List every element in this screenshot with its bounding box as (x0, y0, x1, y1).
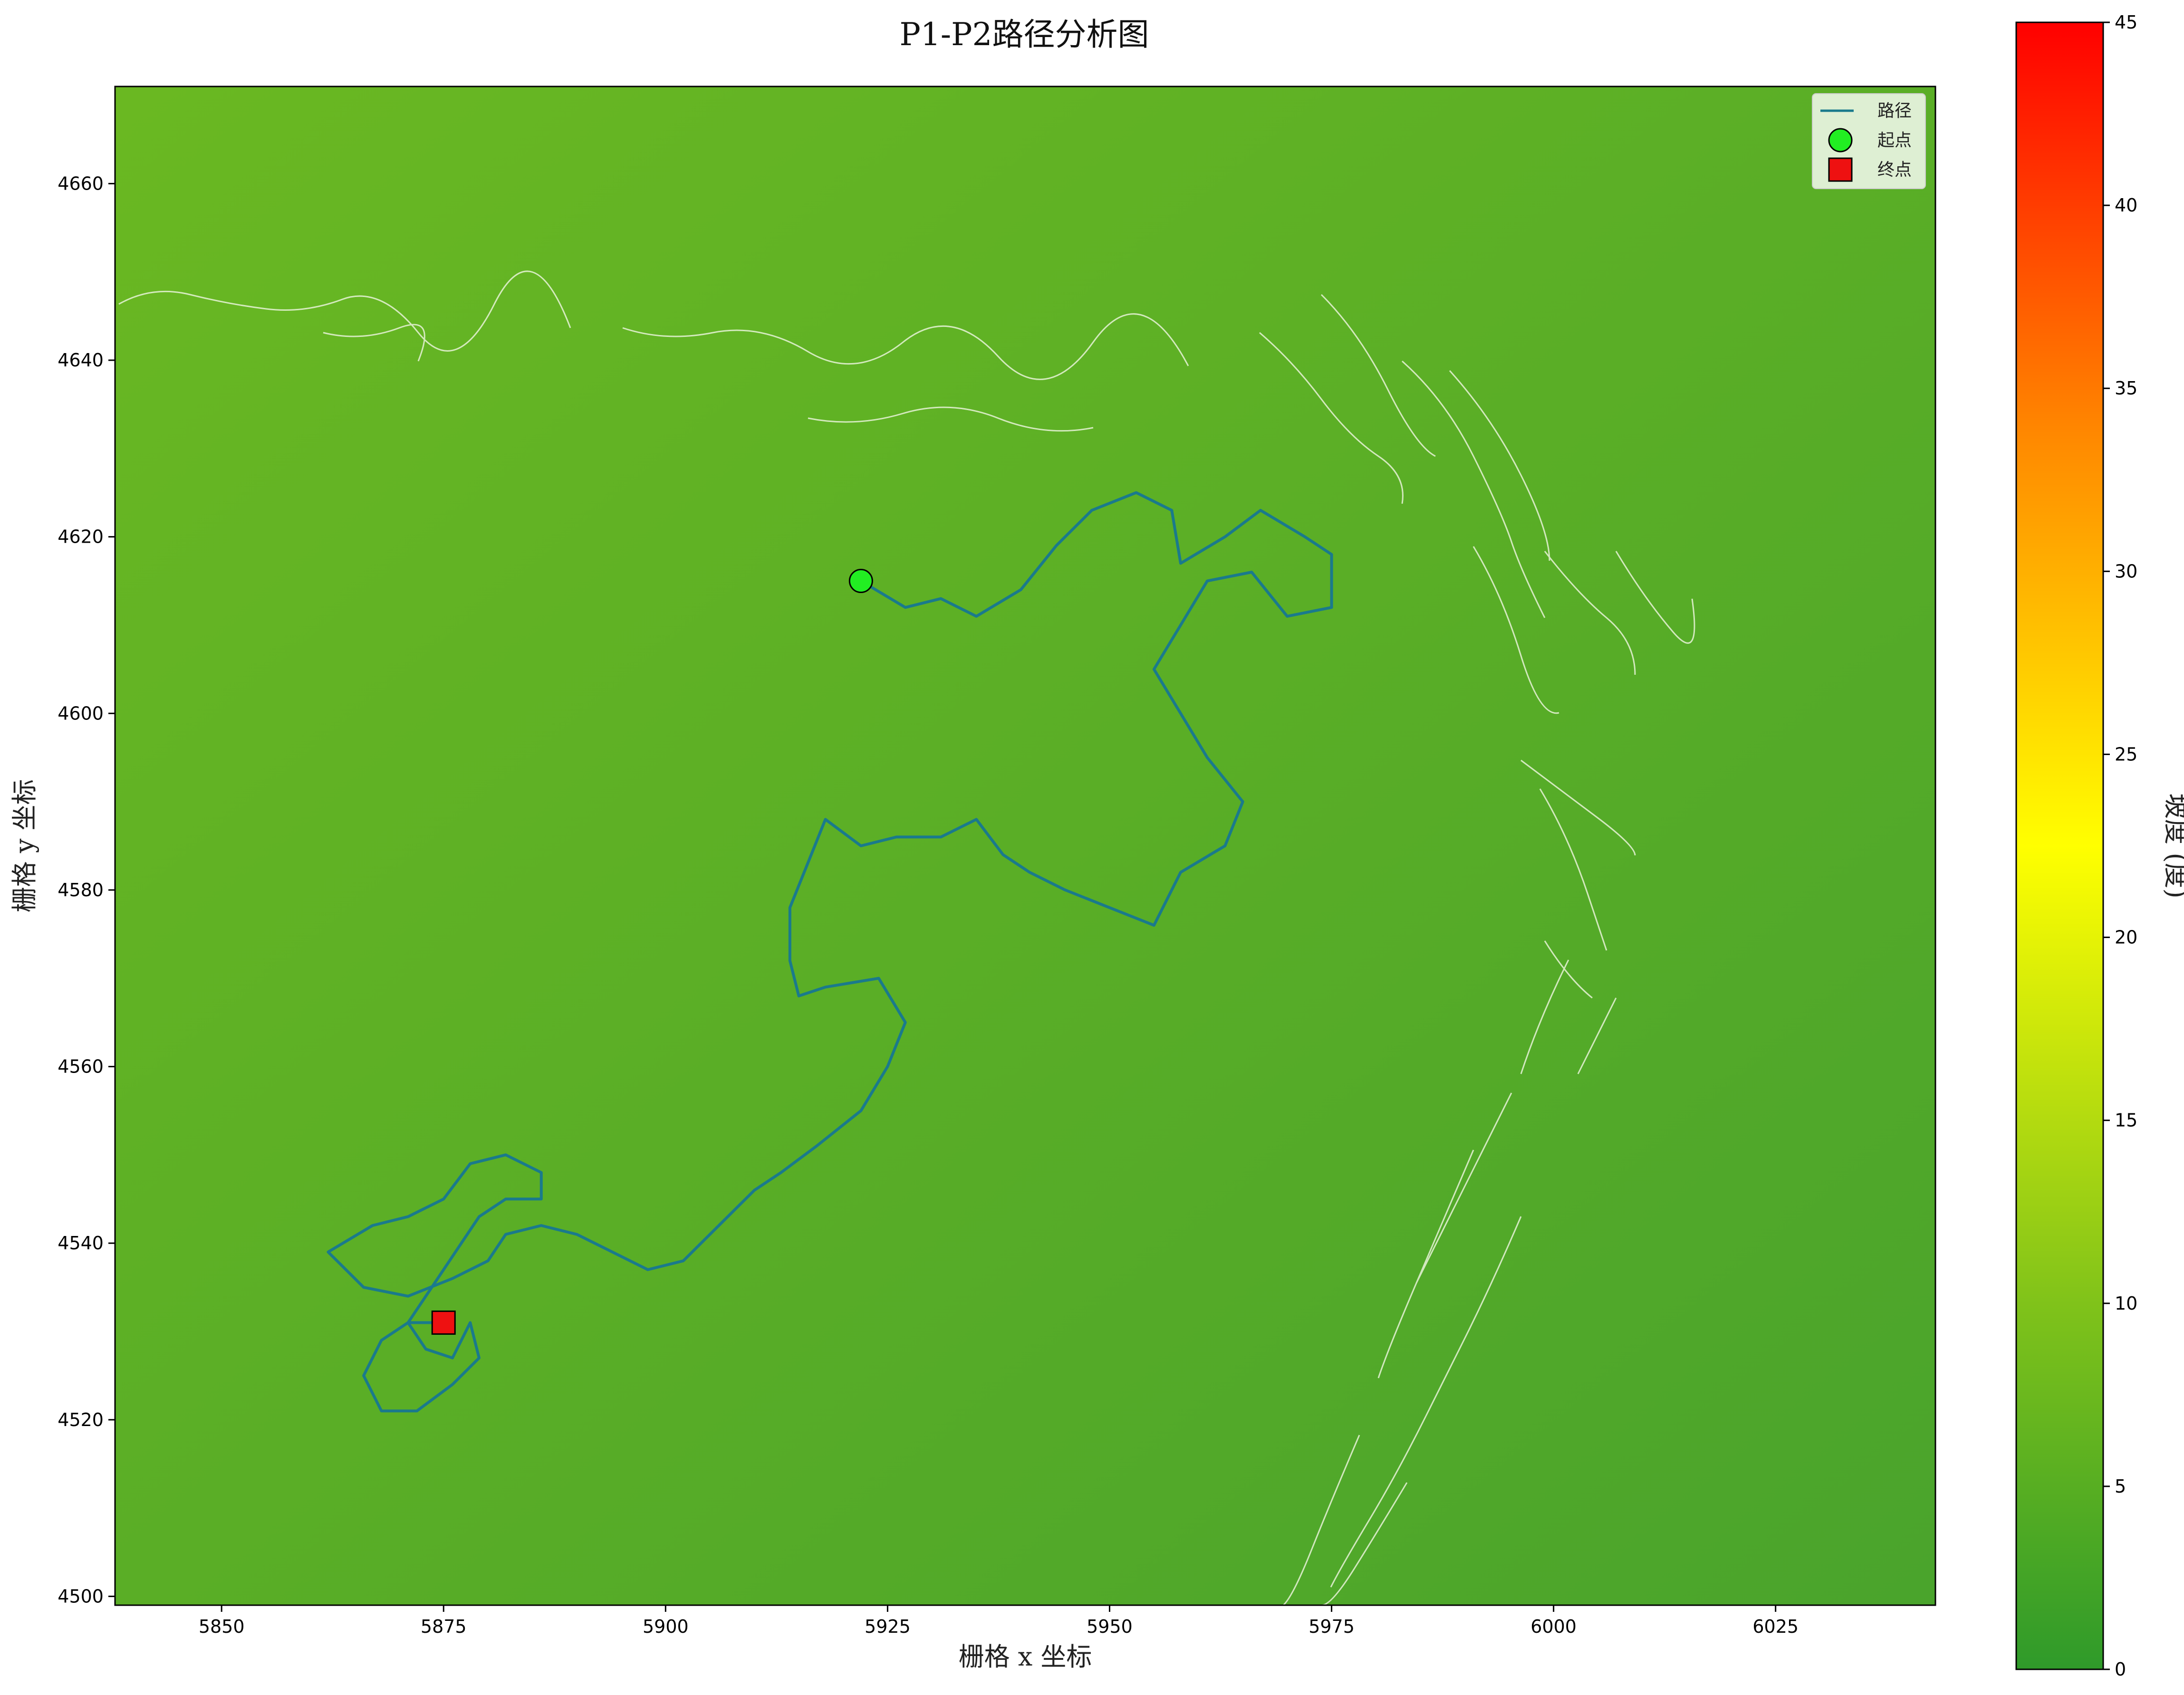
colorbar-tick-label: 0 (2115, 1659, 2126, 1680)
end-point-marker (431, 1310, 456, 1335)
x-tick-label: 5950 (1087, 1616, 1133, 1637)
colorbar-tick-label: 40 (2115, 195, 2137, 216)
colorbar (2015, 21, 2104, 1670)
colorbar-tick-label: 25 (2115, 744, 2137, 765)
y-tick-label: 4520 (58, 1409, 104, 1430)
x-tick-label: 5900 (643, 1616, 689, 1637)
y-tick-label: 4540 (58, 1233, 104, 1254)
contour-lines (118, 270, 1695, 1606)
colorbar-title: 坡度 (度) (2161, 793, 2184, 898)
legend-label-path: 路径 (1877, 101, 1912, 121)
y-tick-label: 4560 (58, 1056, 104, 1077)
colorbar-tick-label: 35 (2115, 378, 2137, 399)
x-tick-label: 6025 (1752, 1616, 1799, 1637)
colorbar-tick-label: 10 (2115, 1293, 2137, 1314)
x-tick-label: 6000 (1530, 1616, 1577, 1637)
y-axis-title: 栅格 y 坐标 (10, 779, 39, 913)
axis-ticks: 5850 5875 5900 5925 5950 5975 6000 6025 4500 4520… (58, 173, 1799, 1637)
colorbar-tick-label: 30 (2115, 561, 2137, 582)
legend-label-start: 起点 (1877, 131, 1912, 150)
x-tick-label: 5975 (1308, 1616, 1355, 1637)
y-tick-label: 4640 (58, 350, 104, 371)
colorbar-tick-label: 20 (2115, 927, 2137, 948)
colorbar-tick-label: 45 (2115, 12, 2137, 33)
colorbar-tick-label: 15 (2115, 1110, 2137, 1131)
y-tick-label: 4600 (58, 703, 104, 724)
x-tick-label: 5925 (865, 1616, 911, 1637)
plot-frame (114, 86, 1936, 1606)
x-tick-label: 5875 (421, 1616, 467, 1637)
legend-label-end: 终点 (1877, 160, 1912, 180)
chart-title: P1-P2路径分析图 (899, 16, 1149, 53)
y-tick-label: 4500 (58, 1586, 104, 1607)
legend-circle-swatch (1828, 128, 1853, 153)
y-tick-label: 4580 (58, 880, 104, 900)
y-tick-label: 4620 (58, 527, 104, 547)
x-axis-title: 栅格 x 坐标 (959, 1642, 1092, 1672)
series-line-path (327, 491, 1333, 1413)
series-layer (327, 491, 1333, 1413)
legend: 路径 起点 终点 (1812, 93, 1926, 189)
plot-background (115, 86, 1935, 1605)
colorbar-ticks: 0 5 10 15 20 25 30 35 40 45 (2103, 12, 2137, 1680)
legend-square-swatch (1828, 157, 1853, 182)
start-point-marker (848, 569, 873, 594)
x-tick-label: 5850 (199, 1616, 245, 1637)
y-tick-label: 4660 (58, 173, 104, 194)
colorbar-tick-label: 5 (2115, 1476, 2126, 1497)
